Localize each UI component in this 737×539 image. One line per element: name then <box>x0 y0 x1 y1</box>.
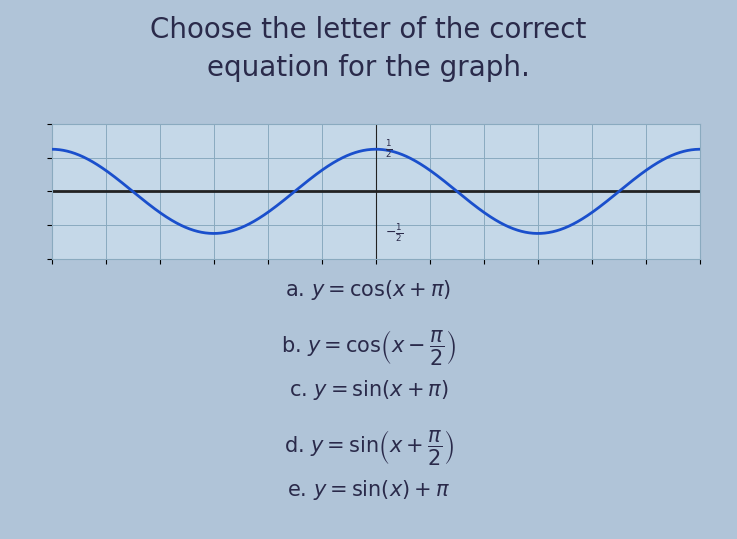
Text: $\frac{1}{2}$: $\frac{1}{2}$ <box>385 139 393 160</box>
Text: a. $y=\cos(x+\pi)$: a. $y=\cos(x+\pi)$ <box>285 278 452 302</box>
Text: e. $y=\sin(x)+\pi$: e. $y=\sin(x)+\pi$ <box>287 478 450 502</box>
Text: d. $y=\sin\!\left(x+\dfrac{\pi}{2}\right)$: d. $y=\sin\!\left(x+\dfrac{\pi}{2}\right… <box>284 428 453 467</box>
Text: $-\frac{1}{2}$: $-\frac{1}{2}$ <box>385 223 403 244</box>
Text: c. $y=\sin(x+\pi)$: c. $y=\sin(x+\pi)$ <box>289 378 448 402</box>
Text: Choose the letter of the correct: Choose the letter of the correct <box>150 16 587 44</box>
Text: equation for the graph.: equation for the graph. <box>207 54 530 82</box>
Text: b. $y=\cos\!\left(x-\dfrac{\pi}{2}\right)$: b. $y=\cos\!\left(x-\dfrac{\pi}{2}\right… <box>281 328 456 367</box>
